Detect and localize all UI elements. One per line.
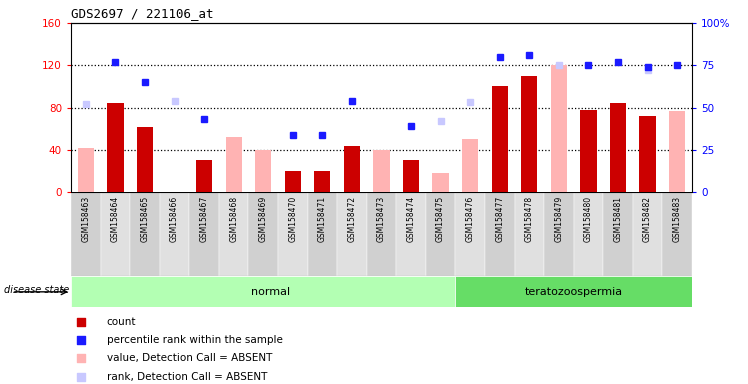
Bar (78, 148, 94, 192)
Bar (456, 276, 692, 307)
Text: GSM158473: GSM158473 (377, 196, 386, 242)
Text: GSM158474: GSM158474 (407, 196, 416, 242)
Text: count: count (106, 317, 136, 327)
Bar (669, 111, 685, 192)
Bar (640, 116, 656, 192)
Bar (396, 192, 426, 276)
Bar (71, 192, 101, 276)
Bar (314, 171, 331, 192)
Text: teratozoospermia: teratozoospermia (524, 287, 622, 297)
Text: GSM158482: GSM158482 (643, 196, 652, 242)
Bar (551, 65, 567, 192)
Bar (521, 76, 537, 192)
Bar (248, 192, 278, 276)
Text: GSM158475: GSM158475 (436, 196, 445, 242)
Bar (285, 171, 301, 192)
Text: rank, Detection Call = ABSENT: rank, Detection Call = ABSENT (106, 372, 267, 382)
Bar (226, 137, 242, 192)
Bar (456, 192, 485, 276)
Bar (337, 192, 367, 276)
Bar (485, 192, 515, 276)
Text: GSM158477: GSM158477 (495, 196, 504, 242)
Bar (462, 139, 478, 192)
Text: GSM158479: GSM158479 (554, 196, 563, 242)
Bar (160, 192, 189, 276)
Bar (373, 150, 390, 192)
Bar (101, 192, 130, 276)
Text: GSM158468: GSM158468 (229, 196, 238, 242)
Text: GSM158467: GSM158467 (200, 196, 209, 242)
Bar (344, 146, 360, 192)
Bar (130, 192, 160, 276)
Bar (403, 161, 419, 192)
Text: GSM158470: GSM158470 (288, 196, 297, 242)
Bar (544, 192, 574, 276)
Bar (633, 192, 662, 276)
Bar (491, 86, 508, 192)
Bar (574, 192, 603, 276)
Text: GSM158465: GSM158465 (141, 196, 150, 242)
Text: GSM158469: GSM158469 (259, 196, 268, 242)
Bar (71, 276, 456, 307)
Text: GSM158481: GSM158481 (613, 196, 622, 242)
Bar (662, 192, 692, 276)
Bar (278, 192, 307, 276)
Bar (255, 150, 272, 192)
Text: GSM158480: GSM158480 (584, 196, 593, 242)
Text: disease state: disease state (4, 285, 69, 295)
Point (444, 112, 456, 118)
Text: normal: normal (251, 287, 290, 297)
Text: GSM158478: GSM158478 (525, 196, 534, 242)
Bar (189, 192, 219, 276)
Bar (515, 192, 544, 276)
Text: percentile rank within the sample: percentile rank within the sample (106, 335, 283, 345)
Text: GSM158472: GSM158472 (347, 196, 356, 242)
Bar (219, 192, 248, 276)
Bar (432, 173, 449, 192)
Bar (610, 103, 626, 192)
Point (444, 278, 456, 284)
Bar (426, 192, 456, 276)
Text: GSM158476: GSM158476 (466, 196, 475, 242)
Bar (367, 192, 396, 276)
Text: GSM158464: GSM158464 (111, 196, 120, 242)
Text: GDS2697 / 221106_at: GDS2697 / 221106_at (71, 7, 214, 20)
Bar (107, 103, 123, 192)
Text: GSM158471: GSM158471 (318, 196, 327, 242)
Text: GSM158463: GSM158463 (82, 196, 91, 242)
Bar (603, 192, 633, 276)
Bar (137, 127, 153, 192)
Text: GSM158483: GSM158483 (672, 196, 681, 242)
Bar (580, 110, 597, 192)
Bar (196, 161, 212, 192)
Text: value, Detection Call = ABSENT: value, Detection Call = ABSENT (106, 353, 272, 364)
Text: GSM158466: GSM158466 (170, 196, 179, 242)
Bar (307, 192, 337, 276)
